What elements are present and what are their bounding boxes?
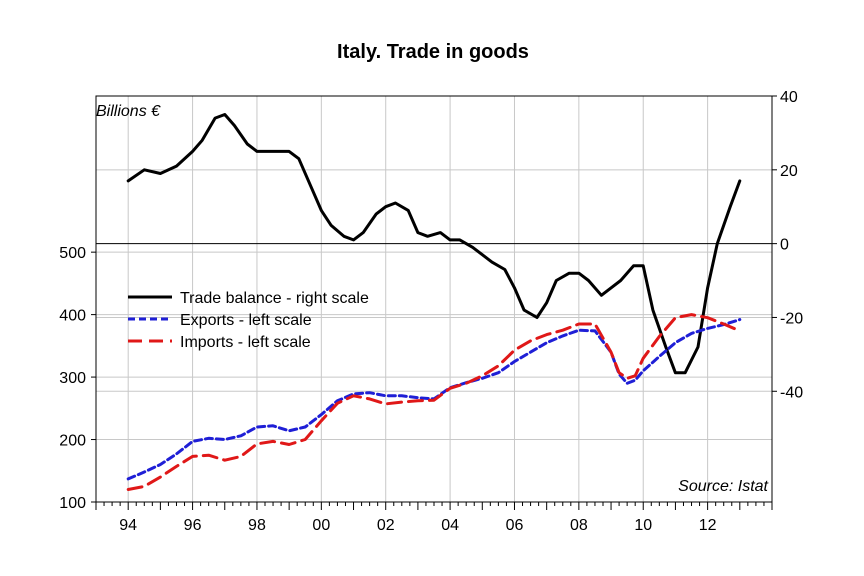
series-layer [126, 113, 742, 491]
chart-title: Italy. Trade in goods [337, 41, 529, 63]
x-tick-label: 06 [506, 517, 524, 534]
right-tick-label: 20 [780, 163, 798, 180]
legend-label: Trade balance - right scale [180, 290, 369, 307]
left-tick-label: 500 [59, 245, 86, 262]
x-tick-label: 02 [377, 517, 395, 534]
left-tick-label: 300 [59, 370, 86, 387]
right-tick-label: -40 [780, 384, 803, 401]
x-tick-label: 98 [248, 517, 266, 534]
x-tick-label: 10 [634, 517, 652, 534]
legend: Trade balance - right scale Exports - lef… [128, 290, 369, 351]
left-tick-label: 100 [59, 495, 86, 512]
right-tick-label: 40 [780, 89, 798, 106]
trade-balance-line [126, 113, 742, 375]
x-tick-label: 96 [184, 517, 202, 534]
left-tick-label: 400 [59, 308, 86, 325]
legend-label: Exports - left scale [180, 312, 312, 329]
x-tick-label: 00 [312, 517, 330, 534]
source-note: Source: Istat [678, 478, 768, 495]
imports-line [126, 313, 742, 491]
legend-label: Imports - left scale [180, 334, 311, 351]
x-tick-label: 94 [119, 517, 137, 534]
x-tick-label: 12 [699, 517, 717, 534]
axis-layer: 94 96 98 00 02 04 06 08 10 1210020030040050040200… [59, 89, 803, 534]
right-tick-label: -20 [780, 310, 803, 327]
x-tick-label: 08 [570, 517, 588, 534]
x-tick-label: 04 [441, 517, 459, 534]
left-tick-label: 200 [59, 433, 86, 450]
unit-label: Billions € [96, 103, 161, 120]
right-tick-label: 0 [780, 237, 789, 254]
